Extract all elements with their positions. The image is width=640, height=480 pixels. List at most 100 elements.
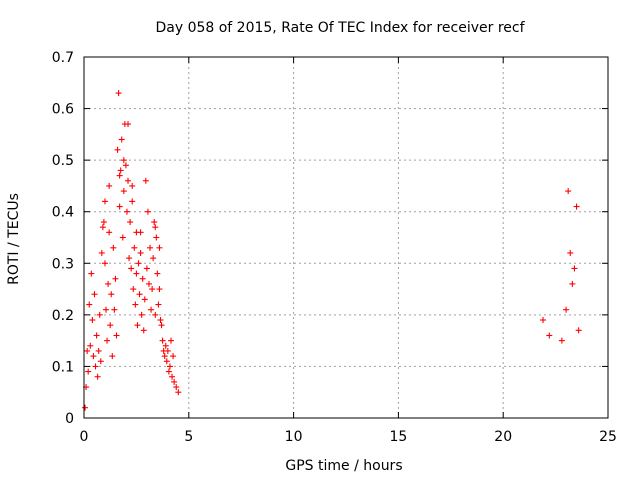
data-point	[142, 177, 149, 184]
data-point	[149, 286, 156, 293]
data-point	[139, 275, 146, 282]
y-tick-label: 0	[65, 411, 74, 427]
data-point	[171, 378, 178, 385]
data-point	[152, 224, 159, 231]
data-point	[170, 353, 177, 360]
data-point	[166, 363, 173, 370]
data-point	[85, 368, 92, 375]
data-point	[150, 255, 157, 262]
x-tick-label: 5	[184, 429, 193, 445]
data-point	[98, 249, 105, 256]
data-point	[147, 244, 154, 251]
data-point	[571, 265, 578, 272]
data-point	[558, 337, 565, 344]
data-point	[563, 306, 570, 313]
data-point	[153, 234, 160, 241]
data-point	[109, 353, 116, 360]
data-point	[162, 342, 169, 349]
data-point	[156, 244, 163, 251]
data-point	[546, 332, 553, 339]
y-tick-label: 0.4	[52, 205, 74, 221]
x-tick-label: 0	[80, 429, 89, 445]
x-tick-label: 15	[389, 429, 407, 445]
data-point	[157, 317, 164, 324]
data-point	[148, 306, 155, 313]
y-axis-label: ROTI / TECUs	[6, 193, 22, 285]
data-point	[105, 280, 112, 287]
data-point	[100, 219, 107, 226]
data-point	[120, 188, 127, 195]
data-point	[108, 291, 115, 298]
data-point	[156, 286, 163, 293]
data-point	[112, 275, 119, 282]
data-point	[94, 373, 101, 380]
y-tick-label: 0.1	[52, 359, 74, 375]
data-point	[118, 136, 125, 143]
data-point	[540, 317, 547, 324]
data-point	[567, 249, 574, 256]
data-point	[167, 337, 174, 344]
data-point	[120, 157, 127, 164]
data-point	[175, 389, 182, 396]
data-point	[107, 322, 114, 329]
data-point	[123, 208, 130, 215]
data-point	[97, 358, 104, 365]
data-points	[82, 90, 582, 411]
data-point	[89, 317, 96, 324]
data-point	[111, 306, 118, 313]
data-point	[141, 296, 148, 303]
data-point	[84, 347, 91, 354]
data-point	[130, 286, 137, 293]
data-point	[119, 234, 126, 241]
data-point	[90, 353, 97, 360]
data-point	[161, 353, 168, 360]
x-tick-label: 10	[285, 429, 303, 445]
data-point	[129, 182, 136, 189]
data-point	[573, 203, 580, 210]
y-tick-label: 0.2	[52, 308, 74, 324]
data-point	[152, 311, 159, 318]
data-point	[163, 358, 170, 365]
data-point	[104, 337, 111, 344]
data-point	[82, 404, 89, 411]
data-point	[88, 270, 95, 277]
data-point	[116, 172, 123, 179]
data-point	[144, 208, 151, 215]
data-point	[129, 198, 136, 205]
data-point	[169, 373, 176, 380]
data-point	[165, 368, 172, 375]
data-point	[93, 332, 100, 339]
x-tick-label: 25	[599, 429, 617, 445]
data-point	[132, 301, 139, 308]
data-point	[115, 90, 122, 97]
y-tick-label: 0.5	[52, 153, 74, 169]
data-point	[95, 347, 102, 354]
data-point	[145, 280, 152, 287]
data-point	[126, 255, 133, 262]
plot-frame	[83, 56, 609, 419]
data-point	[137, 249, 144, 256]
data-point	[110, 244, 117, 251]
data-point	[131, 244, 138, 251]
data-point	[117, 167, 124, 174]
data-point	[138, 311, 145, 318]
data-point	[92, 363, 99, 370]
data-point	[151, 219, 158, 226]
data-point	[116, 203, 123, 210]
data-point	[154, 270, 161, 277]
grid-lines	[84, 57, 608, 418]
data-point	[106, 182, 113, 189]
x-axis-label: GPS time / hours	[285, 458, 402, 474]
y-tick-label: 0.3	[52, 256, 74, 272]
data-point	[106, 229, 113, 236]
data-point	[91, 291, 98, 298]
data-point	[155, 301, 162, 308]
data-point	[140, 327, 147, 334]
data-point	[125, 121, 132, 128]
y-axis-ticks: 0 0.1 0.2 0.3 0.4 0.5 0.6 0.7	[52, 50, 608, 427]
data-point	[96, 311, 103, 318]
y-tick-label: 0.7	[52, 50, 74, 66]
data-point	[133, 270, 140, 277]
data-point	[565, 188, 572, 195]
